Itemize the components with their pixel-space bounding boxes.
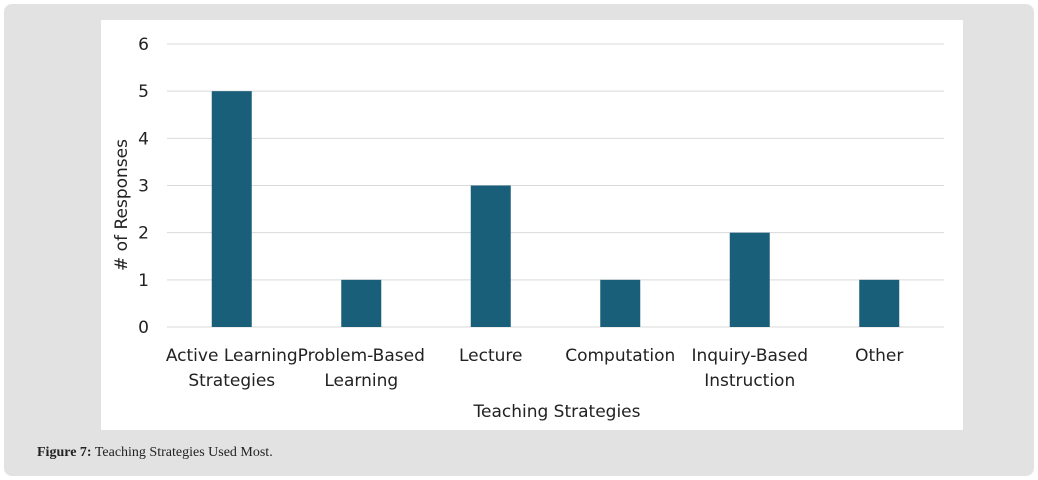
bar — [729, 232, 770, 327]
bar-chart: 0 1 2 3 4 5 6 Active Learning Strategies Problem… — [112, 35, 944, 422]
gridlines — [167, 43, 944, 328]
chart-panel: 0 1 2 3 4 5 6 Active Learning Strategies Problem… — [101, 20, 963, 430]
x-tick-label: Lecture — [459, 346, 523, 366]
x-tick-label: Strategies — [188, 371, 275, 391]
y-tick-label: 5 — [138, 82, 149, 102]
y-axis-title: # of Responses — [112, 139, 132, 271]
x-tick-label: Problem-Based — [298, 346, 425, 366]
figure-frame: 0 1 2 3 4 5 6 Active Learning Strategies Problem… — [4, 4, 1034, 476]
bars — [211, 91, 900, 328]
y-tick-labels: 0 1 2 3 4 5 6 — [138, 35, 149, 338]
y-tick-label: 3 — [138, 177, 149, 197]
y-tick-label: 0 — [138, 318, 149, 338]
x-tick-label: Computation — [565, 346, 675, 366]
x-tick-labels: Active Learning Strategies Problem-Based Le… — [166, 346, 904, 391]
bar — [470, 185, 511, 327]
y-tick-label: 4 — [138, 129, 149, 149]
x-tick-label: Learning — [324, 371, 398, 391]
x-axis-title: Teaching Strategies — [472, 402, 640, 422]
figure-caption: Figure 7: Teaching Strategies Used Most. — [37, 445, 273, 461]
y-tick-label: 2 — [138, 224, 149, 244]
x-tick-label: Inquiry-Based — [691, 346, 808, 366]
bar — [600, 279, 641, 327]
caption-label: Figure 7: — [37, 445, 92, 460]
x-tick-label: Active Learning — [166, 346, 298, 366]
bar — [211, 91, 252, 328]
bar — [341, 279, 382, 327]
y-tick-label: 6 — [138, 35, 149, 55]
x-tick-label: Other — [855, 346, 903, 366]
y-tick-label: 1 — [138, 271, 149, 291]
bar — [859, 279, 900, 327]
x-tick-label: Instruction — [704, 371, 795, 391]
caption-text: Teaching Strategies Used Most. — [91, 445, 273, 460]
